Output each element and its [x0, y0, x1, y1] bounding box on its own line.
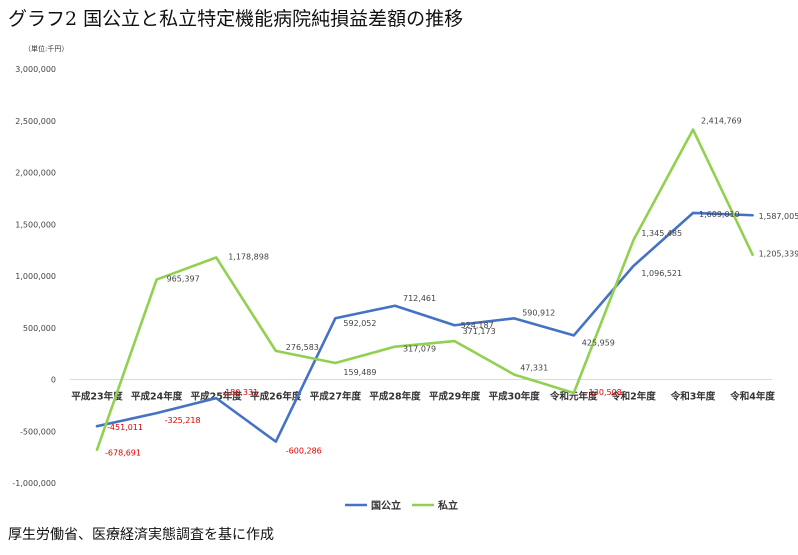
x-category-label: 平成29年度 — [429, 391, 481, 403]
y-tick-label: 2,500,000 — [15, 117, 56, 126]
data-label: 1,609,010 — [699, 210, 740, 219]
x-category-label: 平成24年度 — [131, 391, 183, 403]
y-tick-label: 1,500,000 — [15, 220, 56, 229]
data-label: -130,508 — [586, 388, 622, 397]
data-label: 371,173 — [463, 327, 496, 336]
x-category-label: 令和4年度 — [729, 391, 775, 403]
data-label: 712,461 — [403, 294, 436, 303]
legend-label-national: 国公立 — [371, 499, 401, 512]
legend-label-private: 私立 — [437, 499, 458, 512]
y-tick-label: 500,000 — [23, 324, 56, 333]
x-category-label: 令和元年度 — [549, 391, 598, 403]
unit-label: （単位:千円） — [24, 45, 69, 53]
x-category-label: 平成25年度 — [191, 391, 243, 403]
data-label: 1,345,485 — [641, 229, 682, 238]
data-label: -180,331 — [222, 388, 258, 397]
series-line-private — [95, 128, 754, 452]
data-label: 1,205,339 — [759, 250, 798, 259]
data-label: 317,079 — [403, 345, 436, 354]
x-category-label: 平成27年度 — [310, 391, 362, 403]
data-label: -325,218 — [165, 416, 201, 425]
data-label: 592,052 — [343, 319, 376, 328]
y-tick-label: -1,000,000 — [12, 479, 56, 488]
x-category-label: 令和2年度 — [610, 391, 656, 403]
data-label: 590,912 — [522, 308, 555, 317]
y-tick-label: -500,000 — [20, 427, 56, 436]
x-category-label: 平成26年度 — [250, 391, 302, 403]
data-label: 47,331 — [520, 364, 548, 373]
data-label: 159,489 — [343, 368, 376, 377]
y-tick-label: 3,000,000 — [15, 65, 56, 74]
data-label: 1,178,898 — [228, 252, 269, 261]
data-label: -678,691 — [105, 449, 141, 458]
source-note: 厚生労働省、医療経済実態調査を基に作成 — [8, 527, 274, 543]
x-category-label: 平成23年度 — [71, 391, 123, 403]
x-category-label: 平成28年度 — [369, 391, 421, 403]
data-label: 425,959 — [582, 338, 615, 347]
x-category-label: 平成30年度 — [489, 391, 541, 403]
data-label: 2,414,769 — [701, 117, 742, 126]
y-tick-label: 2,000,000 — [15, 169, 56, 178]
data-label: 276,583 — [286, 343, 319, 352]
data-label: 965,397 — [167, 275, 200, 284]
data-label: -451,011 — [107, 423, 143, 432]
data-label: 1,587,005 — [759, 212, 798, 221]
data-label: -600,286 — [286, 447, 322, 456]
data-label: 1,096,521 — [641, 269, 682, 278]
series-line-national — [95, 211, 754, 443]
y-tick-label: 1,000,000 — [15, 272, 56, 281]
y-tick-label: 0 — [51, 376, 56, 385]
data-label: 524,187 — [461, 321, 494, 330]
x-category-label: 令和3年度 — [670, 391, 716, 403]
chart-title: グラフ2 国公立と私立特定機能病院純損益差額の推移 — [8, 8, 464, 30]
